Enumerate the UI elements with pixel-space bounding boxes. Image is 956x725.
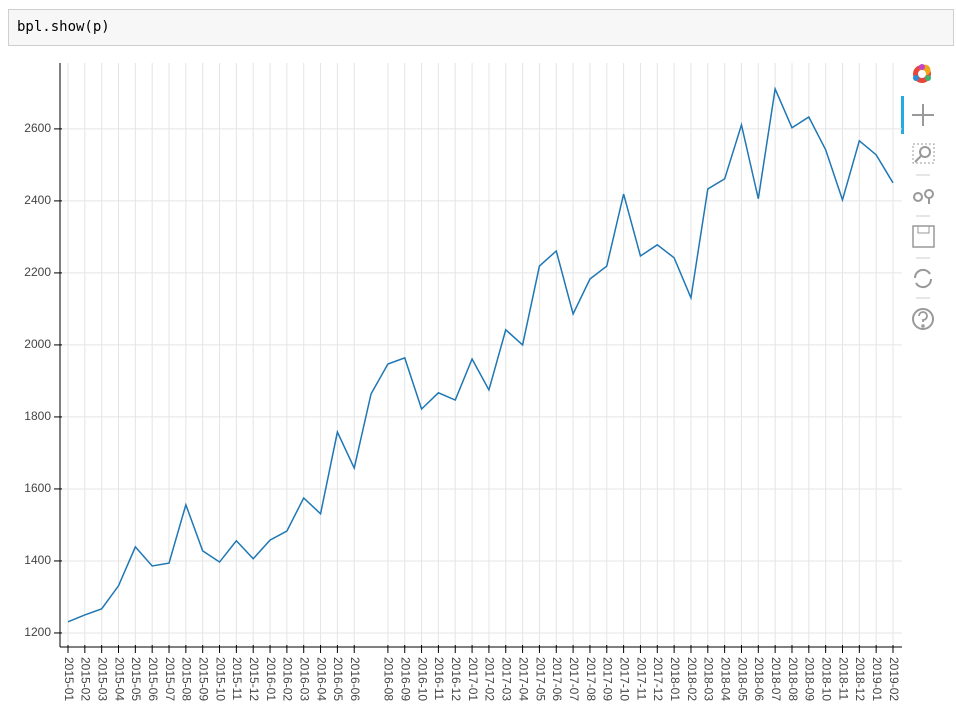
x-tick-label: 2015-02 — [79, 657, 93, 701]
x-tick-label: 2016-08 — [382, 657, 396, 701]
x-tick-label: 2017-05 — [533, 657, 547, 701]
x-tick-label: 2015-04 — [112, 657, 126, 701]
x-tick-label: 2019-02 — [887, 657, 901, 701]
x-tick-label: 2019-01 — [870, 657, 884, 701]
y-tick-label: 1400 — [24, 553, 51, 567]
x-tick-label: 2017-06 — [550, 657, 564, 701]
x-tick-label: 2018-10 — [819, 657, 833, 701]
y-tick-label: 2600 — [24, 121, 51, 135]
x-tick-label: 2017-09 — [601, 657, 615, 701]
x-tick-label: 2015-06 — [146, 657, 160, 701]
x-tick-label: 2017-03 — [500, 657, 514, 701]
x-tick-label: 2018-11 — [836, 657, 850, 700]
y-tick-label: 1800 — [24, 409, 51, 423]
x-tick-label: 2016-04 — [314, 657, 328, 701]
x-tick-label: 2015-01 — [62, 657, 76, 701]
x-tick-label: 2018-08 — [786, 657, 800, 701]
x-tick-label: 2015-10 — [213, 657, 227, 701]
y-tick-label: 2000 — [24, 337, 51, 351]
x-tick-label: 2016-03 — [298, 657, 312, 701]
y-tick-label: 2200 — [24, 265, 51, 279]
x-tick-label: 2018-02 — [685, 657, 699, 701]
x-tick-label: 2015-09 — [197, 657, 211, 701]
x-tick-label: 2018-06 — [752, 657, 766, 701]
toolbar — [901, 64, 935, 330]
x-tick-label: 2015-08 — [180, 657, 194, 701]
zoom-tool[interactable] — [912, 143, 935, 164]
x-tick-label: 2015-05 — [129, 657, 143, 701]
x-tick-label: 2017-08 — [584, 657, 598, 701]
x-tick-label: 2016-09 — [399, 657, 413, 701]
x-tick-label: 2016-02 — [281, 657, 295, 701]
x-tick-label: 2018-09 — [803, 657, 817, 701]
x-tick-label: 2016-05 — [331, 657, 345, 701]
save-tool[interactable] — [912, 225, 935, 248]
x-tick-label: 2018-01 — [668, 657, 682, 701]
code-cell[interactable]: bpl.show(p) — [8, 9, 954, 46]
code-text: bpl.show(p) — [17, 19, 110, 35]
active-tool-marker — [901, 96, 904, 134]
y-tick-label: 1600 — [24, 481, 51, 495]
pan-tool[interactable] — [912, 104, 934, 126]
bokeh-logo[interactable] — [913, 64, 931, 83]
x-tick-label: 2016-12 — [449, 657, 463, 701]
x-tick-label: 2017-10 — [617, 657, 631, 701]
x-tick-label: 2018-03 — [702, 657, 716, 701]
x-tick-label: 2015-07 — [163, 657, 177, 701]
x-tick-label: 2015-11 — [230, 657, 244, 700]
data-line — [67, 86, 894, 623]
x-tick-label: 2018-12 — [853, 657, 867, 701]
y-tick-label: 2400 — [24, 193, 51, 207]
x-tick-label: 2017-11 — [634, 657, 648, 700]
y-tick-label: 1200 — [24, 625, 51, 639]
x-tick-label: 2015-03 — [96, 657, 110, 701]
x-tick-label: 2016-10 — [415, 657, 429, 701]
x-tick-label: 2017-07 — [567, 657, 581, 701]
x-tick-label: 2017-01 — [466, 657, 480, 701]
reset-tool[interactable] — [913, 268, 933, 289]
x-tick-label: 2017-04 — [516, 657, 530, 701]
wheel-zoom-tool[interactable] — [913, 189, 934, 204]
x-tick-label: 2017-12 — [651, 657, 665, 701]
help-tool[interactable] — [912, 308, 934, 330]
x-tick-label: 2018-07 — [769, 657, 783, 701]
x-tick-label: 2016-11 — [432, 657, 446, 700]
x-tick-label: 2015-12 — [247, 657, 261, 701]
x-tick-label: 2018-05 — [735, 657, 749, 701]
x-tick-label: 2016-06 — [348, 657, 362, 701]
x-tick-label: 2017-02 — [483, 657, 497, 701]
x-tick-label: 2016-01 — [264, 657, 278, 701]
x-tick-label: 2018-04 — [718, 657, 732, 701]
